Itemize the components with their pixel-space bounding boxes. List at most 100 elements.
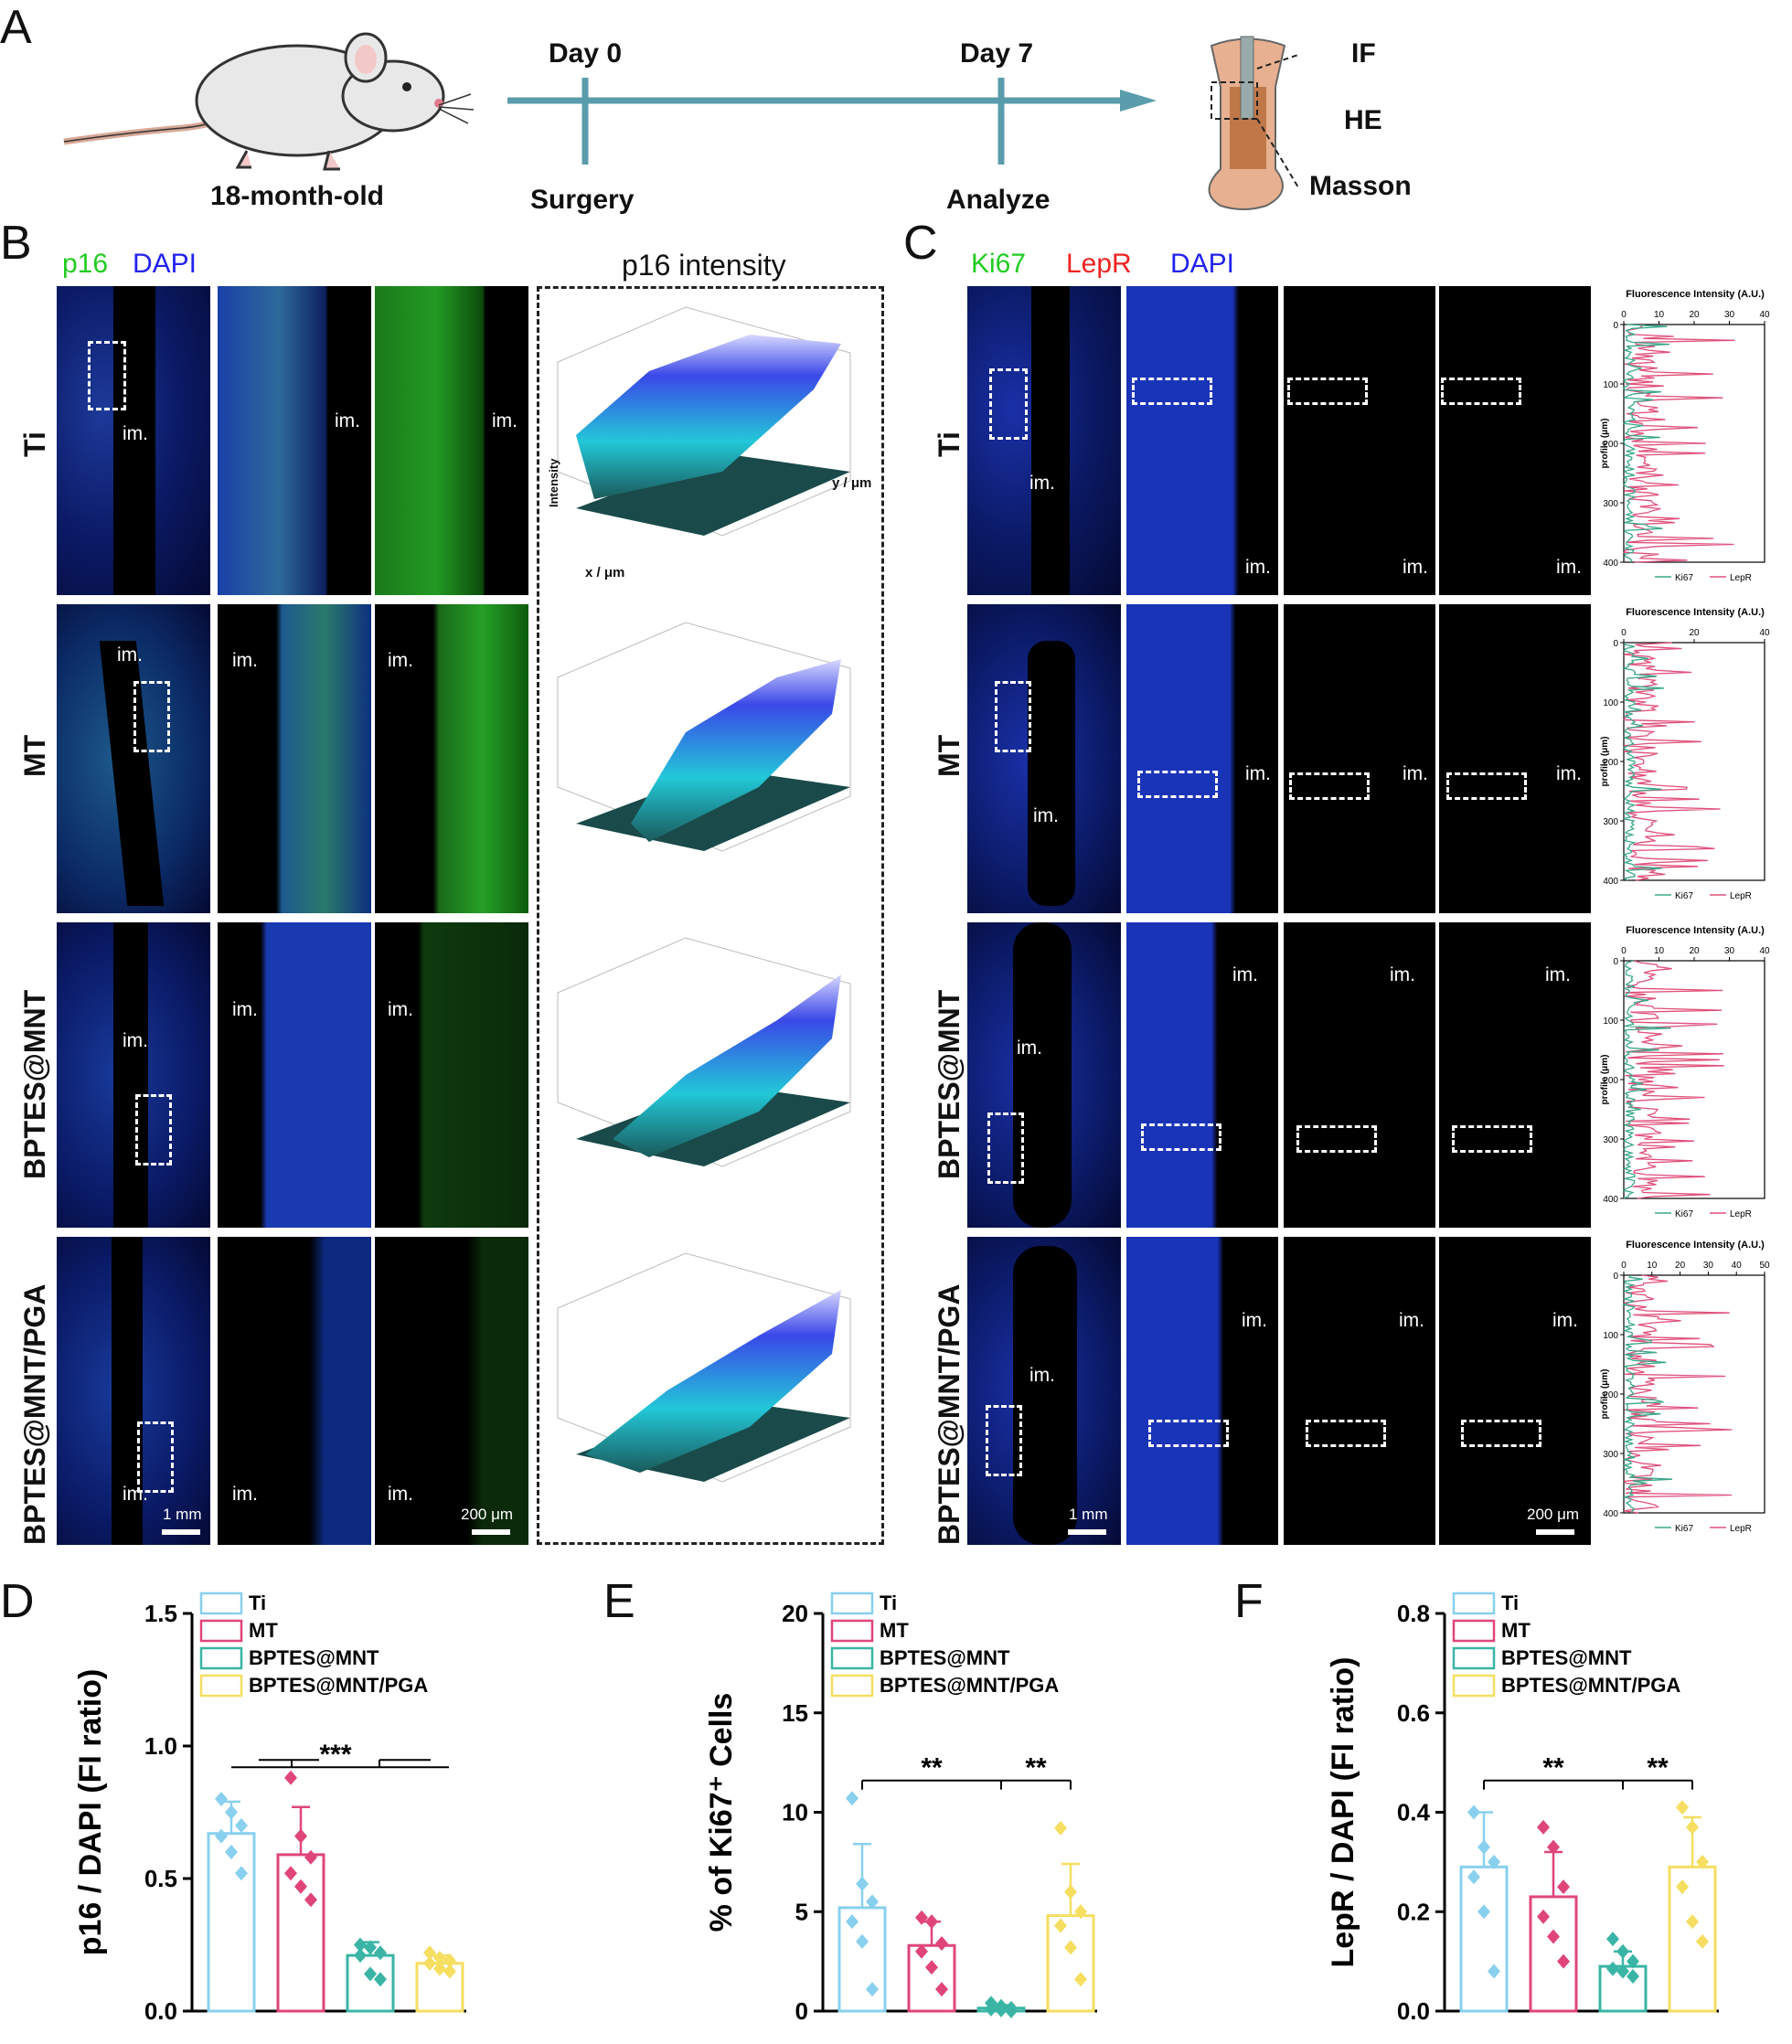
data-point	[1074, 1904, 1087, 1920]
profile-line-ki67	[1622, 960, 1671, 1199]
header-dapi-b: DAPI	[133, 249, 197, 279]
y-tick-label: 0.4	[1397, 1799, 1431, 1826]
b-bptesmntpga-overview: im. 1 mm	[57, 1237, 210, 1545]
c-mt-ki67: im.	[1284, 604, 1435, 913]
bar-3	[1046, 1914, 1095, 2013]
mouse-illustration	[63, 32, 475, 171]
data-point	[284, 1866, 297, 1881]
bar-chart-d: 0.0 0.5 1.0 1.5 p16 / DAPI (FI ratio) Ti MT BPT…	[73, 1592, 466, 2025]
legend-label-2: BPTES@MNT	[249, 1646, 379, 1669]
c-bptesmntpga-ki67: im.	[1284, 1237, 1435, 1545]
header-ki67: Ki67	[971, 249, 1027, 279]
profile-xtick-label: 20	[1689, 628, 1700, 638]
sig-label: ***	[319, 1740, 351, 1770]
profile-ytick-label: 100	[1603, 1017, 1618, 1027]
b-ti-p16: im.	[375, 286, 528, 595]
data-point	[354, 1948, 367, 1964]
legend-swatch-1	[1452, 1619, 1496, 1643]
y-tick-label: 1.0	[144, 1732, 177, 1760]
b-bptesmnt-overview: im.	[57, 922, 210, 1228]
c-ti-merge: im.	[1126, 286, 1278, 595]
profile-ytick-label: 0	[1613, 957, 1618, 967]
y-axis-label: LepR / DAPI (FI ratio)	[1326, 1657, 1360, 1968]
row-label-b-mt: MT	[18, 734, 51, 777]
data-point	[423, 1945, 436, 1961]
data-point	[1488, 1854, 1500, 1869]
profile-xtick-label: 30	[1703, 1261, 1714, 1271]
timeline-day7: Day 7	[960, 38, 1034, 69]
profile-line-lepr	[1623, 324, 1735, 563]
mouse-age-label: 18-month-old	[210, 181, 384, 211]
legend-swatch-2	[199, 1646, 243, 1670]
data-point	[1537, 1909, 1550, 1924]
profile-legend-lepr: LepR	[1730, 1524, 1752, 1534]
c-ti-lepr: im.	[1439, 286, 1591, 595]
data-point	[1606, 1932, 1619, 1947]
data-point	[1537, 1819, 1550, 1835]
legend-label-3: BPTES@MNT/PGA	[1501, 1674, 1680, 1697]
profile-xtick-label: 0	[1621, 628, 1627, 638]
profile-ytick-label: 400	[1603, 559, 1618, 569]
data-point	[364, 1940, 377, 1955]
panel-label-b: B	[0, 217, 32, 270]
profile-xtick-label: 50	[1759, 1261, 1770, 1271]
profile-xtick-label: 40	[1732, 1261, 1743, 1271]
profile-xtick-label: 40	[1759, 946, 1770, 956]
profile-xtick-label: 20	[1675, 1261, 1686, 1271]
y-tick-label: 0.6	[1397, 1699, 1430, 1727]
profile-ytick-label: 400	[1603, 877, 1618, 887]
legend-swatch-3	[199, 1674, 243, 1698]
b-bptesmntpga-merge: im.	[218, 1237, 371, 1545]
profile-frame	[1623, 960, 1765, 1199]
data-point	[423, 1955, 436, 1971]
profile-xtick-label: 10	[1654, 310, 1665, 320]
y-tick-label: 0.2	[1397, 1898, 1430, 1925]
intensity-3d-plots	[557, 306, 851, 1483]
y-tick-label: 0.8	[1397, 1600, 1430, 1627]
sig-label: **	[1542, 1753, 1564, 1783]
b-mt-merge: im.	[218, 604, 371, 913]
data-point	[304, 1892, 317, 1908]
timeline-arrow	[507, 78, 1157, 165]
profile-ytick-label: 300	[1603, 1450, 1618, 1460]
profile-ytick-label: 300	[1603, 1135, 1618, 1145]
plot-bptesmntpga	[557, 1252, 851, 1483]
data-point	[1627, 1968, 1639, 1984]
row-label-c-mt: MT	[933, 734, 965, 777]
profile-legend-lepr: LepR	[1730, 1209, 1752, 1219]
y-tick-label: 0.0	[144, 1997, 177, 2025]
legend-swatch-2	[1452, 1646, 1496, 1670]
sig-label: **	[1025, 1753, 1047, 1783]
panel-label-d: D	[0, 1575, 35, 1628]
c-bptesmnt-merge: im.	[1126, 922, 1278, 1228]
c-bptesmntpga-lepr: im. 200 μm	[1439, 1237, 1591, 1545]
plot-ti	[557, 306, 851, 537]
data-point	[1547, 1839, 1560, 1855]
profile-ytick-label: 100	[1603, 1331, 1618, 1341]
profile-ytick-label: 100	[1603, 698, 1618, 708]
b-ti-overview: im.	[57, 286, 210, 595]
legend-swatch-3	[830, 1674, 874, 1698]
b-bptesmnt-p16: im.	[375, 922, 528, 1228]
profile-xtick-label: 30	[1724, 946, 1735, 956]
bar-chart-f: 0.0 0.2 0.4 0.6 0.8 LepR / DAPI (FI ratio) Ti M…	[1326, 1592, 1719, 2025]
data-point	[915, 1943, 928, 1959]
profile-line-ki67	[1622, 324, 1669, 563]
data-point	[215, 1792, 228, 1806]
profile-xtick-label: 10	[1647, 1261, 1658, 1271]
profile-ytick-label: 200	[1603, 1390, 1618, 1400]
y-tick-label: 0	[795, 1997, 808, 2025]
profile-ytick-label: 400	[1603, 1509, 1618, 1519]
profile-xtick-label: 0	[1621, 310, 1627, 320]
profile-plot-2: Fluorescence Intensity (A.U.)0 10 20 30 4001…	[1600, 925, 1770, 1219]
row-label-c-bptes-mnt-pga: BPTES@MNT/PGA	[933, 1283, 965, 1545]
data-point	[235, 1818, 248, 1833]
analysis-masson: Masson	[1309, 171, 1412, 201]
data-point	[1696, 1933, 1709, 1949]
profile-plot-0: Fluorescence Intensity (A.U.)0 10 20 30 4001…	[1600, 289, 1770, 583]
data-point	[215, 1828, 228, 1844]
profile-legend-ki67: Ki67	[1675, 1209, 1693, 1219]
data-point	[1064, 1884, 1077, 1900]
c-bptesmntpga-merge: im.	[1126, 1237, 1278, 1545]
data-point	[866, 1894, 879, 1910]
